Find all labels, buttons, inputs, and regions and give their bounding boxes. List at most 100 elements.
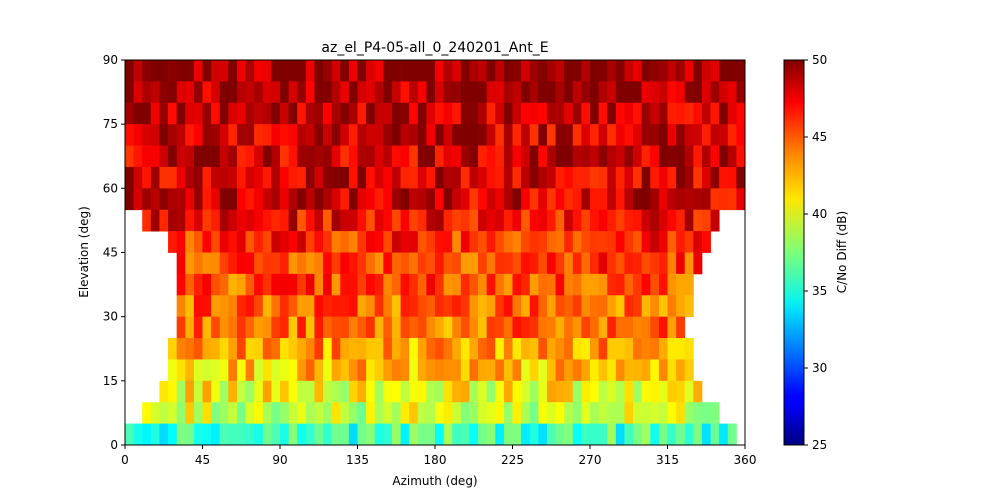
heatmap-cell — [701, 102, 711, 125]
heatmap-cell — [469, 166, 479, 189]
heatmap-cell — [435, 102, 445, 125]
heatmap-cell — [426, 402, 436, 425]
heatmap-cell — [443, 209, 453, 232]
heatmap-cell — [460, 145, 470, 168]
heatmap-cell — [374, 166, 384, 189]
heatmap-cell — [650, 402, 660, 425]
heatmap-cell — [667, 188, 677, 211]
heatmap-cell — [452, 402, 462, 425]
heatmap-cell — [460, 209, 470, 232]
heatmap-cell — [736, 188, 746, 211]
heatmap-cell — [693, 188, 703, 211]
heatmap-cell — [572, 273, 582, 296]
heatmap-cell — [503, 316, 513, 339]
heatmap-cell — [331, 231, 341, 253]
heatmap-cell — [710, 166, 720, 189]
heatmap-cell — [555, 166, 565, 189]
heatmap-cell — [314, 209, 324, 232]
heatmap-cell — [314, 102, 324, 125]
heatmap-cell — [374, 188, 384, 211]
heatmap-cell — [676, 273, 686, 296]
heatmap-cell — [469, 316, 479, 339]
heatmap-cell — [521, 295, 531, 318]
heatmap-cell — [572, 380, 582, 403]
heatmap-cell — [202, 423, 212, 446]
heatmap-cell — [684, 60, 694, 82]
heatmap-cell — [202, 166, 212, 189]
heatmap-cell — [348, 124, 358, 146]
heatmap-cell — [125, 188, 135, 211]
heatmap-cell — [590, 338, 600, 360]
heatmap-cell — [736, 145, 746, 168]
heatmap-cell — [590, 209, 600, 232]
heatmap-cell — [676, 338, 686, 360]
heatmap-cell — [633, 295, 643, 318]
heatmap-cell — [590, 231, 600, 253]
heatmap-cell — [521, 81, 531, 104]
heatmap-cell — [555, 145, 565, 168]
heatmap-cell — [150, 60, 160, 82]
heatmap-cell — [581, 124, 591, 146]
heatmap-cell — [555, 81, 565, 104]
heatmap-cell — [581, 316, 591, 339]
heatmap-cell — [254, 60, 264, 82]
heatmap-cell — [701, 60, 711, 82]
heatmap-cell — [271, 359, 281, 382]
heatmap-cell — [219, 423, 229, 446]
heatmap-cell — [736, 81, 746, 104]
heatmap-cell — [400, 359, 410, 382]
heatmap-cell — [185, 359, 195, 382]
heatmap-cell — [512, 359, 522, 382]
heatmap-cell — [297, 273, 307, 296]
heatmap-cell — [417, 166, 427, 189]
heatmap-cell — [125, 124, 135, 146]
heatmap-cell — [254, 295, 264, 318]
heatmap-cell — [271, 295, 281, 318]
heatmap-cell — [435, 359, 445, 382]
heatmap-cell — [236, 338, 246, 360]
heatmap-cell — [469, 359, 479, 382]
heatmap-cell — [564, 124, 574, 146]
heatmap-cell — [254, 145, 264, 168]
heatmap-cell — [469, 188, 479, 211]
heatmap-cell — [503, 102, 513, 125]
heatmap-cell — [667, 380, 677, 403]
heatmap-cell — [667, 60, 677, 82]
heatmap-cell — [331, 145, 341, 168]
heatmap-cell — [478, 380, 488, 403]
heatmap-cell — [133, 166, 143, 189]
heatmap-cell — [409, 166, 419, 189]
heatmap-cell — [676, 124, 686, 146]
heatmap-cell — [495, 338, 505, 360]
heatmap-cell — [624, 60, 634, 82]
heatmap-cell — [314, 252, 324, 275]
heatmap-cell — [271, 81, 281, 104]
heatmap-cell — [323, 145, 333, 168]
heatmap-cell — [538, 231, 548, 253]
heatmap-cell — [236, 188, 246, 211]
heatmap-cell — [236, 316, 246, 339]
heatmap-cell — [495, 60, 505, 82]
heatmap-cell — [331, 402, 341, 425]
heatmap-cell — [202, 188, 212, 211]
heatmap-cell — [624, 102, 634, 125]
heatmap-cell — [193, 166, 203, 189]
heatmap-cell — [348, 166, 358, 189]
heatmap-cell — [331, 124, 341, 146]
heatmap-cell — [633, 102, 643, 125]
heatmap-cell — [348, 145, 358, 168]
heatmap-cell — [555, 102, 565, 125]
x-tick-label: 225 — [501, 453, 524, 467]
heatmap-cell — [667, 273, 677, 296]
heatmap-cell — [676, 295, 686, 318]
heatmap-cell — [495, 81, 505, 104]
heatmap-cell — [452, 423, 462, 446]
heatmap-cell — [133, 188, 143, 211]
heatmap-cell — [581, 295, 591, 318]
heatmap-cell — [219, 102, 229, 125]
heatmap-cell — [503, 359, 513, 382]
heatmap-cell — [701, 402, 711, 425]
heatmap-cell — [486, 166, 496, 189]
heatmap-cell — [176, 209, 186, 232]
heatmap-cell — [185, 380, 195, 403]
